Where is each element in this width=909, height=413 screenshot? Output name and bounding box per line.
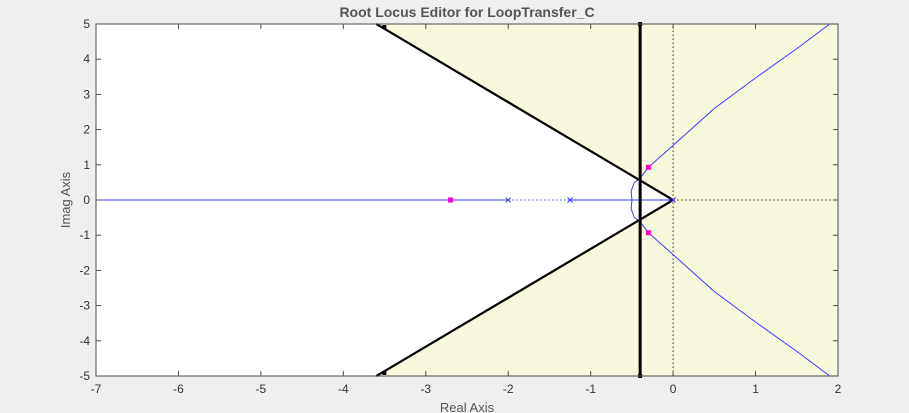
marker-layer[interactable] (448, 164, 676, 236)
x-tick-label: 0 (670, 382, 677, 396)
chart-title: Root Locus Editor for LoopTransfer_C (339, 4, 594, 20)
open-loop-pole-marker[interactable] (505, 197, 512, 203)
y-tick-label: -1 (79, 228, 90, 242)
damping-constraint-upper[interactable] (375, 23, 674, 201)
pole-x-stroke (567, 197, 573, 203)
pole-x-stroke (505, 197, 512, 203)
x-tick-label: -4 (338, 382, 349, 396)
x-tick-label: 2 (835, 382, 842, 396)
x-tick-label: -7 (91, 382, 102, 396)
closed-loop-pole-marker[interactable] (645, 164, 651, 170)
x-tick-label: -2 (503, 382, 514, 396)
open-loop-pole-marker[interactable] (670, 197, 676, 203)
damping-constraint-lower[interactable] (375, 199, 674, 377)
y-tick-label: -3 (79, 299, 90, 313)
x-tick-label: 1 (752, 382, 759, 396)
y-tick-label: -4 (79, 334, 90, 348)
x-tick-label: -5 (256, 382, 267, 396)
constraint-handle[interactable] (382, 371, 387, 375)
y-tick-label: -2 (79, 263, 90, 277)
y-tick-label: 1 (83, 158, 90, 172)
x-axis-label: Real Axis (440, 400, 495, 413)
y-tick-label: 2 (83, 123, 90, 137)
y-tick-label: 4 (83, 52, 90, 66)
y-axis-label: Imag Axis (58, 171, 73, 228)
pole-x-stroke (670, 197, 676, 203)
y-tick-label: -5 (79, 369, 90, 383)
constraint-handle[interactable] (382, 25, 387, 29)
closed-loop-pole-marker[interactable] (645, 230, 651, 236)
y-tick-label: 5 (83, 17, 90, 31)
x-tick-label: -6 (173, 382, 184, 396)
x-tick-label: -1 (585, 382, 596, 396)
x-tick-labels: -7 -6 -5 -4 -3 -2 -1 0 1 2 (91, 382, 842, 396)
open-loop-pole-marker[interactable] (567, 197, 573, 203)
locus-branch-breakaway-arc-lower (630, 199, 641, 223)
tick-layer (95, 23, 839, 377)
y-tick-label: 0 (83, 193, 90, 207)
plot-area[interactable] (95, 22, 839, 378)
y-tick-label: 3 (83, 87, 90, 101)
constraint-layer[interactable] (375, 22, 674, 378)
allowed-region (376, 24, 838, 376)
locus-branch-breakaway-arc-upper (630, 177, 641, 201)
x-tick-label: -3 (420, 382, 431, 396)
y-tick-labels: -5 -4 -3 -2 -1 0 1 2 3 4 5 (79, 17, 90, 383)
closed-loop-pole-marker[interactable] (448, 197, 454, 203)
